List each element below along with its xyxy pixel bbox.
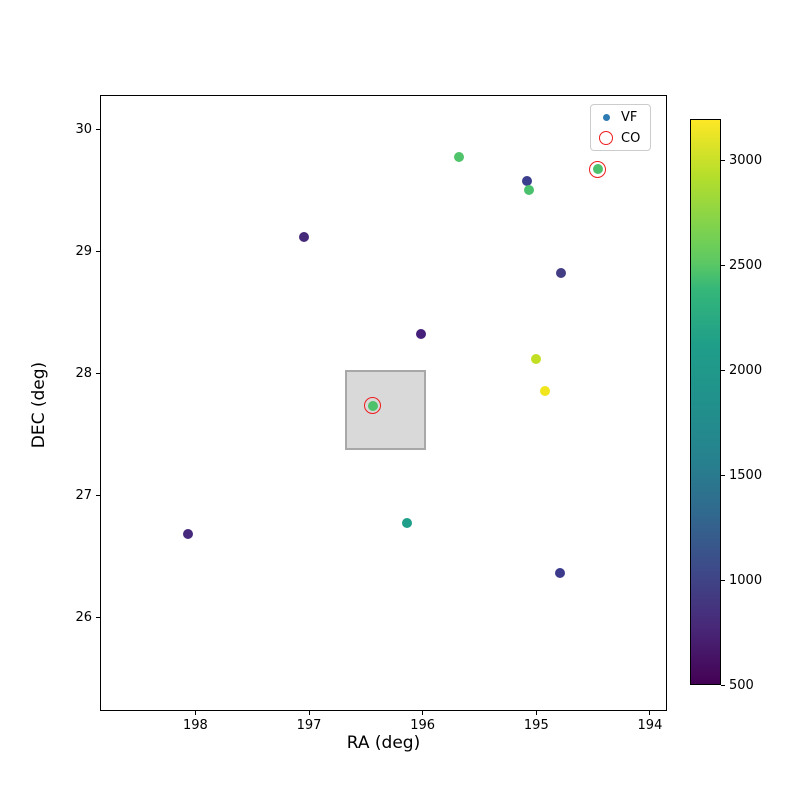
colorbar-tick-label: 3000 (729, 153, 763, 169)
x-axis-tick (422, 711, 424, 715)
co-circle-icon (599, 131, 613, 145)
scatter-point (555, 567, 566, 578)
x-axis-tick (194, 711, 196, 715)
co-detection-ring (589, 160, 607, 178)
scatter-point (556, 267, 567, 278)
scatter-point (453, 151, 464, 162)
x-axis-tick (535, 711, 537, 715)
legend-label-vf: VF (621, 109, 638, 125)
colorbar (690, 119, 721, 685)
x-axis-tick-label: 194 (637, 718, 663, 733)
x-axis-label: RA (deg) (346, 733, 421, 753)
scatter-point (183, 528, 194, 539)
plot-area: VF CO (100, 95, 667, 711)
y-axis-tick (96, 494, 100, 496)
x-axis-tick (308, 711, 310, 715)
scatter-point (531, 354, 542, 365)
scatter-point (416, 328, 427, 339)
y-axis-tick-label: 27 (75, 487, 92, 503)
scatter-point (299, 232, 310, 243)
scatter-point (540, 386, 551, 397)
y-axis-tick (96, 128, 100, 130)
colorbar-tick (721, 370, 725, 372)
scatter-point (524, 184, 535, 195)
survey-highlight-box (345, 370, 426, 450)
legend: VF CO (590, 104, 651, 151)
colorbar-tick (721, 684, 725, 686)
x-axis-tick-label: 195 (523, 718, 549, 733)
x-axis-tick-label: 196 (410, 718, 436, 733)
colorbar-tick-label: 2500 (729, 258, 763, 274)
y-axis-tick (96, 372, 100, 374)
y-axis-tick-label: 28 (75, 365, 92, 381)
colorbar-tick (721, 160, 725, 162)
legend-entry-co: CO (591, 129, 650, 147)
y-axis-tick-label: 26 (75, 609, 92, 625)
legend-label-co: CO (621, 130, 641, 146)
y-axis-tick (96, 250, 100, 252)
colorbar-tick (721, 579, 725, 581)
colorbar-tick-label: 1000 (729, 572, 763, 588)
colorbar-tick-label: 500 (729, 677, 754, 693)
colorbar-tick (721, 474, 725, 476)
y-axis-tick-label: 30 (75, 121, 92, 137)
scatter-point (522, 176, 533, 187)
x-axis-tick (649, 711, 651, 715)
co-detection-ring (364, 397, 382, 415)
legend-entry-vf: VF (591, 108, 650, 126)
colorbar-tick-label: 1500 (729, 467, 763, 483)
y-axis-tick (96, 616, 100, 618)
scatter-point (401, 517, 412, 528)
x-axis-tick-label: 197 (296, 718, 322, 733)
y-axis-tick-label: 29 (75, 243, 92, 259)
colorbar-tick (721, 265, 725, 267)
x-axis-tick-label: 198 (183, 718, 208, 733)
vf-dot-icon (602, 113, 610, 121)
colorbar-tick-label: 2000 (729, 363, 763, 379)
